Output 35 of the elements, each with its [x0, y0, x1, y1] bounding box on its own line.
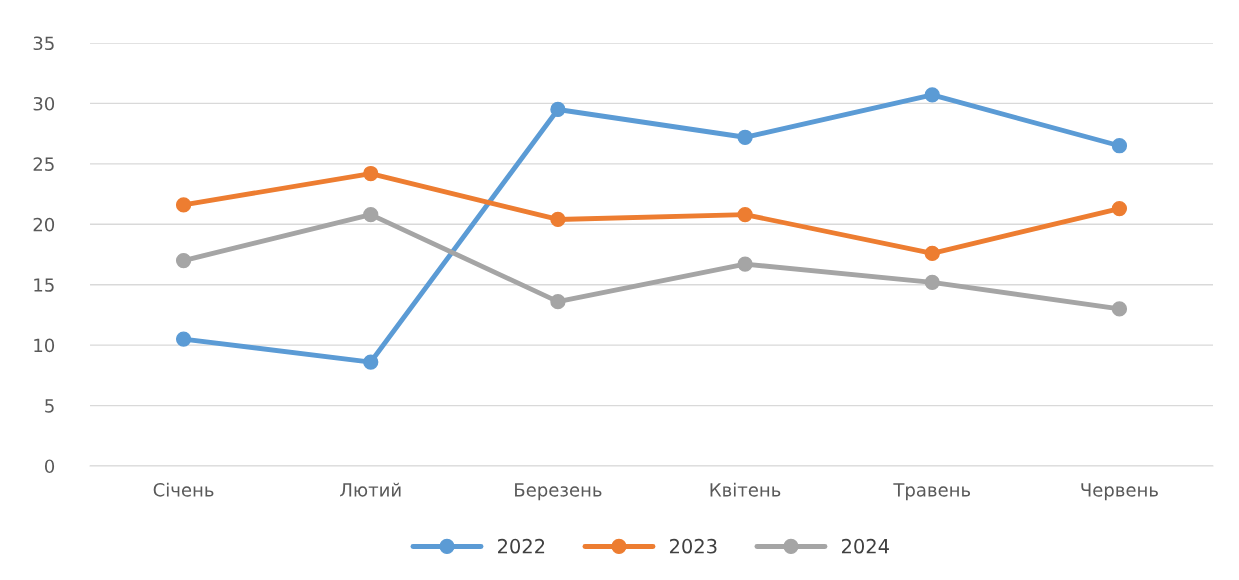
- point: [175, 331, 192, 347]
- x-tick-label: Березень: [515, 483, 602, 501]
- point: [737, 256, 753, 272]
- point: [1111, 138, 1128, 154]
- point: [363, 354, 379, 370]
- y-tick-label: 10: [34, 338, 55, 353]
- point: [363, 165, 379, 182]
- point: [1111, 301, 1128, 317]
- x-tick-label: Квітень: [710, 482, 781, 497]
- y-tick-label: 25: [33, 157, 54, 171]
- x-tick-label: Січень: [153, 482, 214, 497]
- point: [1111, 200, 1128, 217]
- y-tick-label: 35: [33, 36, 54, 51]
- point: [737, 129, 753, 145]
- x-tick-label: Червень: [1081, 483, 1158, 501]
- point: [550, 211, 566, 228]
- point: [924, 245, 940, 261]
- point: [550, 293, 566, 310]
- y-tick-label: 15: [34, 278, 54, 292]
- x-tick-label: Лютий: [340, 482, 401, 497]
- y-tick-label: 0: [44, 459, 55, 474]
- y-tick-label: 20: [33, 217, 55, 232]
- point: [550, 101, 566, 118]
- x-tick-label: Травень: [893, 483, 971, 501]
- point: [175, 252, 192, 269]
- point: [363, 206, 379, 223]
- legend-label: 2024: [841, 538, 889, 554]
- legend-label: 2023: [669, 538, 717, 554]
- y-tick-label: 5: [45, 399, 54, 413]
- y-tick-label: 30: [33, 96, 55, 111]
- legend-label: 2022: [498, 538, 545, 554]
- point: [924, 274, 940, 290]
- point: [737, 206, 753, 223]
- point: [175, 197, 192, 213]
- point: [924, 87, 940, 103]
